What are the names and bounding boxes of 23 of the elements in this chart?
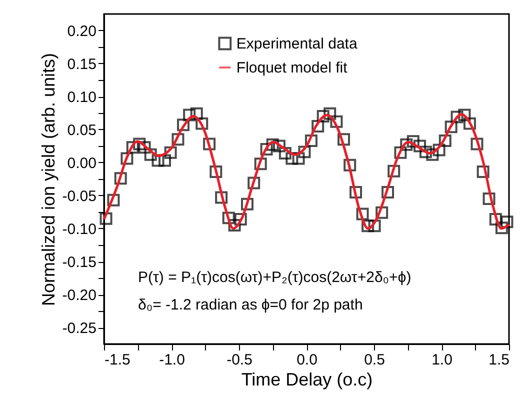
x-tick-label: 0.0	[296, 352, 318, 368]
y-tick-label: 0.15	[67, 56, 96, 73]
annotation: P(τ) = P₁(τ)cos(ωτ)+P₂(τ)cos(2ωτ+2δ₀+ϕ)	[138, 269, 412, 286]
x-tick-label: 1.0	[432, 352, 452, 368]
x-tick-label: 0.5	[364, 352, 385, 368]
x-tick-label: 1.5	[488, 352, 510, 368]
legend-label: Floquet model fit	[236, 60, 348, 76]
y-tick-label: 0.00	[67, 155, 96, 172]
y-tick-label: -0.05	[62, 188, 96, 205]
x-tick-label: -1.5	[104, 352, 130, 368]
y-tick-label: -0.20	[62, 287, 96, 304]
legend-label: Experimental data	[236, 36, 358, 52]
y-tick-label: -0.10	[62, 221, 96, 238]
x-axis-title: Time Delay (o.c)	[241, 370, 373, 390]
annotation: δ₀= -1.2 radian as ϕ=0 for 2p path	[138, 296, 363, 314]
y-axis-title: Normalized ion yield (arb. units)	[38, 52, 58, 306]
x-tick-label: -0.5	[226, 352, 252, 368]
x-tick-label: -1.0	[159, 352, 185, 368]
y-tick-label: -0.15	[62, 254, 96, 271]
y-tick-label: 0.05	[67, 122, 96, 139]
y-tick-label: 0.10	[67, 89, 96, 106]
y-tick-label: 0.20	[67, 23, 96, 40]
y-tick-label: -0.25	[62, 320, 96, 337]
